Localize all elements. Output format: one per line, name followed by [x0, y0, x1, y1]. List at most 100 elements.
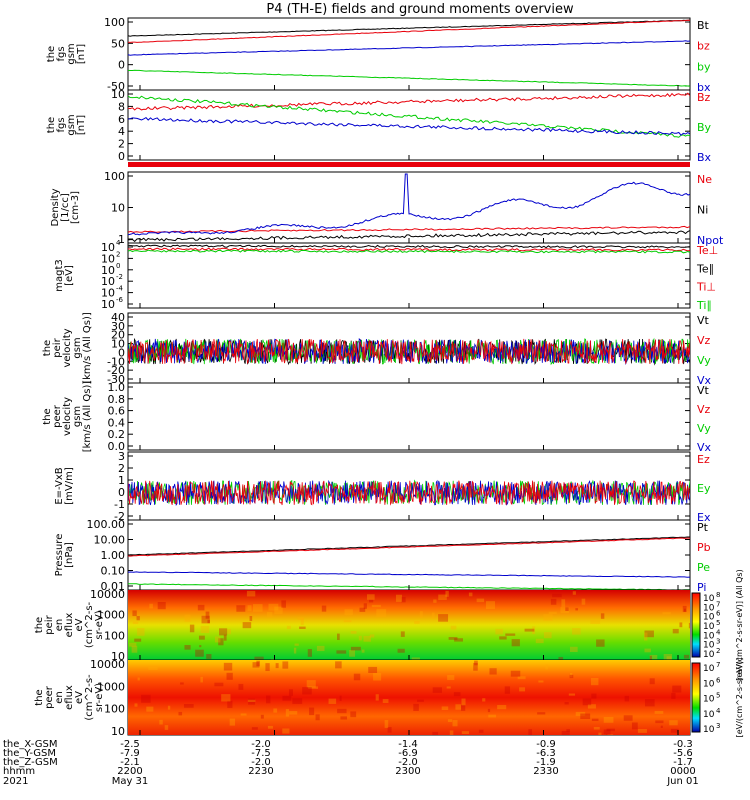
colorbar-tick-exp: 7: [716, 661, 720, 669]
spectrogram-texture: [248, 698, 256, 705]
panel-peer_spec: 10000 1000 100 10 thepeerenefluxeV(cm^2-s-sr…: [34, 658, 744, 738]
spectrogram-texture: [453, 692, 461, 697]
spectrogram-texture: [672, 628, 679, 634]
spectrogram-texture: [137, 677, 140, 681]
series-line-blue: [128, 571, 690, 578]
ytick-label: 40: [111, 311, 125, 324]
spectrogram-texture: [129, 642, 137, 647]
spectrogram-texture: [454, 638, 463, 642]
spectrogram-texture: [561, 599, 566, 607]
spectrogram-texture: [575, 608, 579, 611]
ylabel-line: sr-eV): [94, 610, 105, 639]
orbit-value: -1.4: [398, 739, 418, 750]
orbit-value: -0.9: [536, 739, 556, 750]
spectrogram-texture: [561, 730, 570, 735]
spectrogram-texture: [205, 611, 210, 619]
spectrogram-texture: [504, 686, 511, 694]
spectrogram-texture: [149, 603, 153, 609]
spectrogram-texture: [294, 643, 299, 646]
spectrogram-texture: [371, 604, 381, 608]
spectrogram-texture: [366, 594, 375, 600]
ylabel-line: [nPa]: [64, 542, 75, 568]
series-group: [128, 337, 690, 366]
spectrogram-texture: [358, 635, 362, 641]
series-group: [128, 660, 690, 735]
spectrogram-texture: [180, 682, 184, 685]
orbit-value: 2330: [533, 766, 558, 777]
colorbar-tick-exp: 3: [716, 638, 720, 646]
spectrogram-texture: [349, 649, 356, 657]
spectrogram-texture: [452, 720, 458, 727]
spectrogram-texture: [461, 731, 469, 735]
ytick-exponent: 4: [116, 239, 121, 247]
panel-frame: [127, 89, 691, 161]
panel-ylabel: thepeirenefluxeV(cm^2-s-sr-eV): [34, 601, 105, 648]
orbit-row-label: the_Z-GSM: [3, 757, 58, 768]
ytick-label: -30: [107, 373, 125, 386]
spectrogram-texture: [683, 654, 690, 659]
legend-Pe: Pe: [697, 561, 710, 574]
spectrogram-texture: [249, 616, 253, 622]
orbit-value: -1.9: [536, 757, 556, 768]
panel-frame: [127, 519, 691, 591]
spectrogram-texture: [321, 605, 327, 612]
spectrogram-texture: [337, 708, 347, 714]
ytick-label: 0: [118, 150, 125, 163]
spectrogram-texture: [336, 650, 347, 654]
spectrogram-texture: [238, 683, 244, 690]
ytick-label: -20: [107, 364, 125, 377]
spectrogram-texture: [282, 695, 292, 701]
spectrogram-texture: [495, 628, 503, 635]
ylabel-line: the: [46, 46, 57, 62]
spectrogram-texture: [590, 620, 601, 624]
ytick-label: 10: [101, 252, 115, 265]
orbit-row-label: the_X-GSM: [3, 739, 57, 750]
ytick-label: 4: [118, 125, 125, 138]
series-group: [128, 590, 690, 660]
spectrogram-texture: [445, 590, 449, 597]
ylabel-line: en: [54, 691, 65, 704]
orbit-value: 2200: [117, 766, 142, 777]
colorbar-tick-base: 10: [703, 641, 715, 651]
spectrogram-texture: [223, 662, 233, 671]
spectrogram-texture: [598, 732, 602, 735]
spectrogram-texture: [242, 622, 252, 629]
spectrogram-texture: [485, 601, 495, 609]
ytick-label: 100: [104, 16, 125, 29]
spectrogram-texture: [350, 711, 357, 718]
spectrogram-texture: [285, 709, 290, 717]
legend-bx: bx: [697, 81, 711, 94]
spectrogram-texture: [537, 712, 546, 715]
spectrogram-texture: [282, 728, 290, 734]
spectrogram-texture: [603, 729, 611, 735]
spectrogram-texture: [649, 655, 652, 660]
ylabel-line: Pressure: [54, 534, 65, 577]
spectrogram-texture: [662, 612, 671, 615]
spectrogram-texture: [654, 710, 664, 714]
spectrogram-texture: [447, 675, 455, 680]
spectrogram-texture: [644, 648, 651, 653]
ytick-label: 100: [104, 703, 125, 716]
ylabel-line: [km/s (All Qs)]: [82, 312, 93, 384]
spectrogram-texture: [293, 647, 297, 654]
ylabel-line: [cm-3]: [70, 191, 81, 224]
spectrogram-texture: [201, 615, 210, 624]
ytick-exponent: -4: [116, 285, 124, 293]
spectrogram-texture: [649, 654, 658, 660]
colorbar-tick-base: 10: [703, 650, 715, 660]
spectrogram-texture: [267, 725, 273, 729]
colorbar-tick-exp: 6: [716, 610, 721, 618]
spectrogram-texture: [468, 592, 473, 597]
spectrogram-texture: [524, 628, 535, 632]
ylabel-line: (cm^2-s-: [84, 674, 95, 721]
spectrogram-texture: [474, 660, 478, 666]
spectrogram-texture: [368, 666, 378, 674]
ytick-label: -2: [114, 510, 125, 523]
spectrogram-fill: [128, 590, 690, 660]
legend-Vt: Vt: [697, 384, 710, 397]
spectrogram-texture: [545, 664, 548, 670]
date-row-label: 2021: [3, 776, 28, 787]
spectrogram-texture: [397, 648, 405, 653]
spectrogram-texture: [455, 704, 462, 710]
